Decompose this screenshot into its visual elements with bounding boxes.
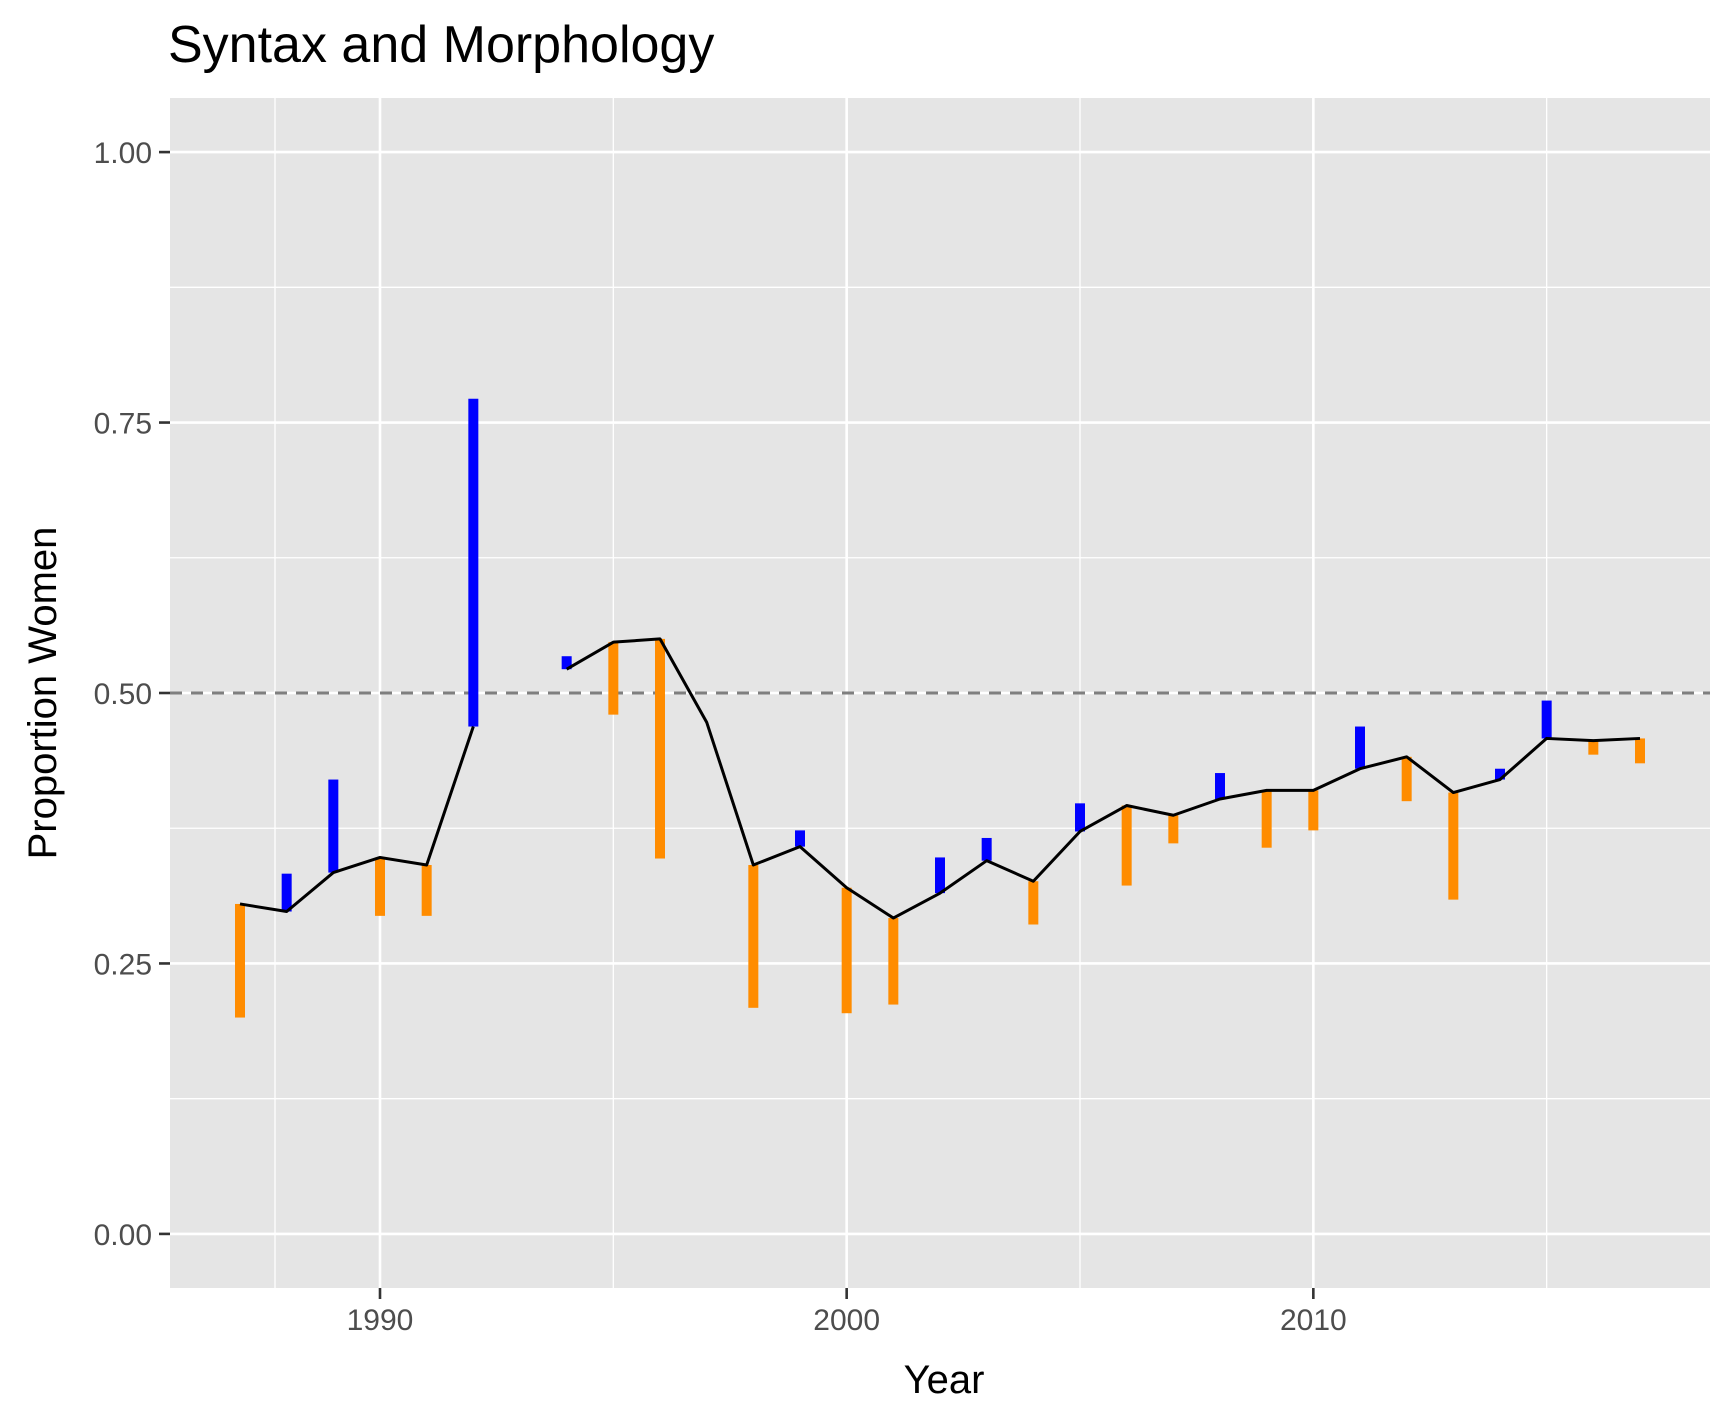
y-tick-label: 0.50 [94,678,152,711]
trend-line-segment-1 [239,726,475,914]
x-tick-label: 2010 [1280,1304,1347,1337]
deviation-bar-2017 [1635,738,1645,764]
y-tick-label: 0.25 [94,948,152,981]
y-tick-label: 0.00 [94,1219,152,1252]
x-axis-title: Year [904,1358,985,1402]
deviation-bar-1987 [235,903,245,1018]
deviation-bar-2005 [1075,803,1085,832]
deviation-bar-2011 [1355,726,1365,769]
y-axis-title: Proportion Women [21,527,65,860]
deviation-bar-1992 [468,398,479,727]
deviation-bar-1990 [375,857,385,916]
x-axis: 1990 2000 2010 [347,1288,1347,1337]
trend-lines [239,637,1641,920]
deviation-bar-1995 [608,642,619,715]
deviation-bar-1994 [561,656,572,670]
deviation-bar-2012 [1401,756,1412,802]
deviation-bar-1999 [795,830,805,847]
deviation-bar-2003 [981,837,992,861]
deviation-bar-1996 [655,638,665,859]
deviation-bar-1989 [328,779,339,873]
deviation-bar-2002 [935,857,945,894]
x-tick-label: 1990 [347,1304,414,1337]
deviation-bar-2004 [1028,881,1039,925]
deviation-bars [235,398,1645,1018]
y-axis: 0.00 0.25 0.50 0.75 1.00 [94,137,170,1252]
deviation-bar-2007 [1168,815,1179,844]
deviation-bar-2009 [1261,790,1272,848]
deviation-bar-2000 [841,887,852,1014]
deviation-bar-2016 [1588,740,1599,755]
deviation-bar-2006 [1121,805,1132,886]
deviation-bar-2014 [1495,768,1505,780]
deviation-bar-1998 [748,865,759,1008]
y-tick-label: 0.75 [94,408,152,441]
deviation-bar-2013 [1448,792,1459,900]
deviation-bar-2008 [1215,773,1225,800]
x-tick-label: 2000 [813,1304,880,1337]
deviation-bar-2010 [1308,790,1319,831]
trend-line-segment-2 [565,637,1641,920]
deviation-bar-2001 [888,918,899,1005]
deviation-bar-2015 [1541,700,1552,739]
y-tick-label: 1.00 [94,137,152,170]
deviation-bar-1991 [421,865,432,916]
deviation-bar-1988 [281,873,292,912]
chart-title: Syntax and Morphology [168,16,714,74]
